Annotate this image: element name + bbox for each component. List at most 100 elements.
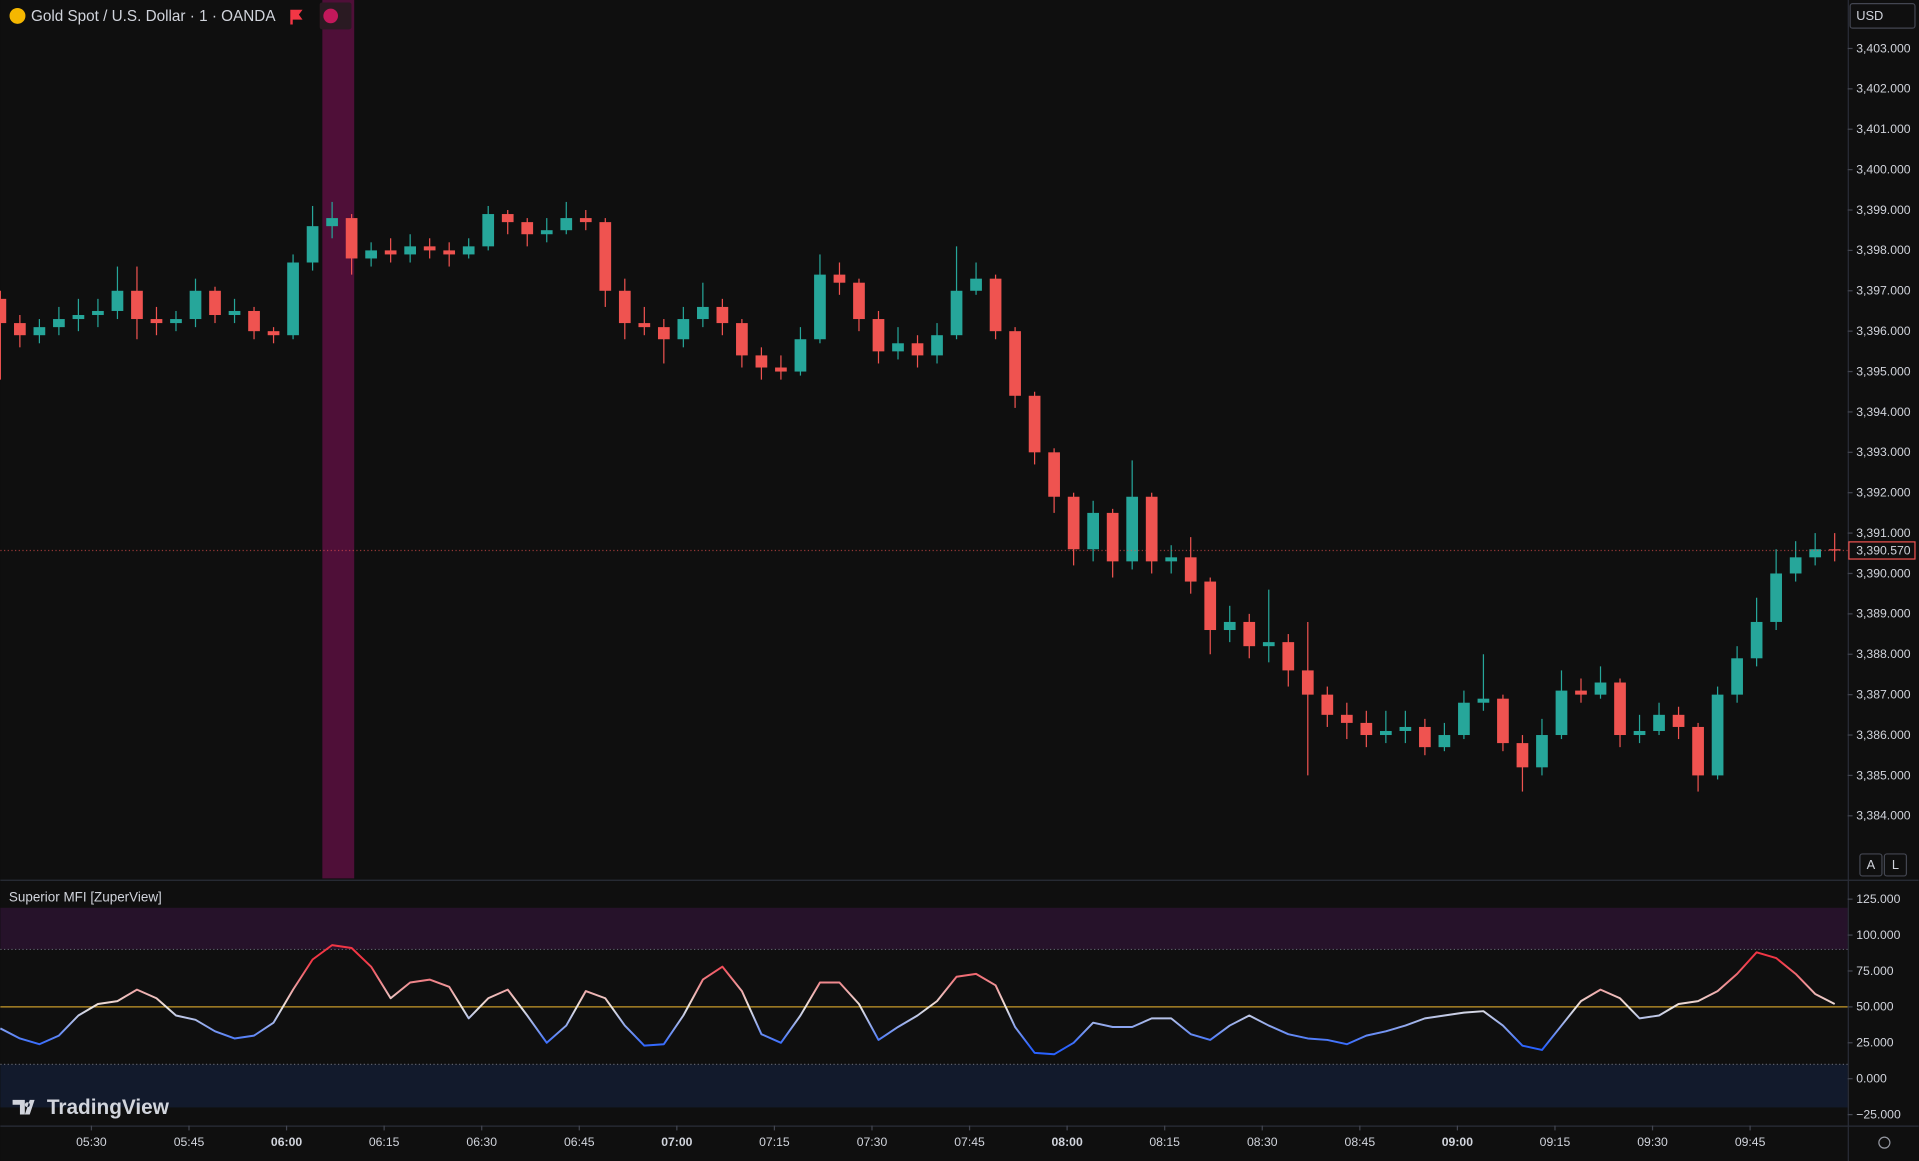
y-tick-label: 3,390.000 bbox=[1856, 566, 1911, 580]
candle-body bbox=[1301, 670, 1314, 695]
flag-icon[interactable] bbox=[290, 9, 303, 25]
candle-body bbox=[1438, 735, 1451, 748]
candle-body bbox=[1828, 549, 1841, 551]
y-tick-label: 3,387.000 bbox=[1856, 687, 1911, 701]
candle-body bbox=[1067, 496, 1080, 550]
candle-body bbox=[1009, 331, 1021, 396]
candle-body bbox=[1497, 698, 1509, 744]
y-tick-label: 3,398.000 bbox=[1856, 243, 1911, 257]
candle-body bbox=[1048, 452, 1060, 497]
log-button[interactable] bbox=[1883, 853, 1908, 877]
candle-body bbox=[657, 327, 670, 340]
candle-body bbox=[1575, 690, 1587, 695]
y-tick-label: 3,384.000 bbox=[1856, 809, 1911, 823]
y-tick-label: 25.000 bbox=[1856, 1036, 1894, 1050]
y-tick-label: 3,401.000 bbox=[1856, 122, 1911, 136]
candle-body bbox=[1106, 512, 1119, 562]
x-tick-label: 09:45 bbox=[1735, 1135, 1766, 1149]
candle-body bbox=[14, 323, 26, 336]
y-tick-label: 100.000 bbox=[1856, 928, 1900, 942]
candle-body bbox=[209, 290, 221, 316]
y-tick-label: 3,395.000 bbox=[1856, 364, 1911, 378]
x-tick-label: 09:15 bbox=[1540, 1135, 1571, 1149]
candle-body bbox=[521, 222, 534, 235]
candle-body bbox=[1243, 621, 1256, 647]
symbol-icon[interactable] bbox=[9, 7, 26, 24]
y-tick-label: 3,388.000 bbox=[1856, 647, 1911, 661]
candle-body bbox=[1087, 512, 1099, 550]
candle-body bbox=[775, 367, 787, 372]
candle-body bbox=[1750, 621, 1763, 659]
x-tick-label: 06:15 bbox=[369, 1135, 400, 1149]
indicator-title[interactable]: Superior MFI [ZuperView] bbox=[9, 890, 162, 905]
candle-body bbox=[1809, 549, 1822, 558]
candle-body bbox=[1477, 698, 1490, 703]
candle-body bbox=[579, 218, 592, 223]
brand-logo[interactable] bbox=[12, 1099, 35, 1115]
candle-body bbox=[1711, 694, 1724, 776]
y-tick-label: 75.000 bbox=[1856, 964, 1894, 978]
candle-body bbox=[618, 290, 631, 324]
currency[interactable]: USD bbox=[1856, 8, 1883, 23]
candle-body bbox=[1379, 730, 1392, 736]
candle-body bbox=[1262, 642, 1275, 647]
candle-body bbox=[950, 290, 963, 336]
candle-body bbox=[384, 250, 397, 255]
candle-body bbox=[1458, 702, 1470, 736]
currency-box[interactable] bbox=[1849, 3, 1916, 29]
candle-body bbox=[989, 278, 1002, 332]
brand-name[interactable]: TradingView bbox=[47, 1096, 170, 1119]
settings-icon[interactable] bbox=[1878, 1136, 1891, 1149]
candle-body bbox=[1672, 714, 1685, 727]
candle-body bbox=[833, 274, 846, 283]
candle-body bbox=[228, 310, 241, 316]
candle-body bbox=[677, 319, 690, 340]
log-label[interactable]: L bbox=[1892, 857, 1899, 872]
candle-body bbox=[170, 319, 182, 324]
candle-body bbox=[1516, 743, 1529, 768]
candle-body bbox=[872, 319, 885, 352]
x-tick-label: 08:00 bbox=[1051, 1135, 1082, 1149]
badge-icon[interactable] bbox=[323, 8, 339, 24]
candle-body bbox=[1165, 557, 1178, 562]
candle-body bbox=[306, 226, 319, 263]
candle-body bbox=[0, 298, 7, 324]
y-tick-label: 3,392.000 bbox=[1856, 486, 1911, 500]
candle-body bbox=[53, 319, 65, 328]
candle-body bbox=[72, 315, 85, 320]
candle-body bbox=[345, 218, 358, 259]
x-tick-label: 06:45 bbox=[564, 1135, 595, 1149]
x-tick-label: 07:30 bbox=[857, 1135, 888, 1149]
indicator-pane bbox=[0, 907, 1848, 1108]
candle-body bbox=[1282, 642, 1295, 671]
axes: 3,390.570 3,384.000 3,385.000 3,386.000 3,38… bbox=[76, 41, 1916, 1149]
auto-button[interactable] bbox=[1859, 853, 1883, 877]
candle-body bbox=[1789, 557, 1802, 574]
candle-body bbox=[287, 262, 299, 336]
y-tick-label: 3,394.000 bbox=[1856, 405, 1911, 419]
x-tick-label: 07:45 bbox=[954, 1135, 985, 1149]
candle-body bbox=[1223, 621, 1236, 631]
candle-body bbox=[1321, 694, 1334, 715]
auto-label[interactable]: A bbox=[1867, 857, 1876, 872]
x-tick-label: 08:45 bbox=[1345, 1135, 1376, 1149]
candle-body bbox=[1028, 395, 1041, 453]
candle-body bbox=[560, 218, 573, 231]
y-tick-label: 3,400.000 bbox=[1856, 162, 1911, 176]
candle-body bbox=[248, 310, 260, 332]
candle-body bbox=[1536, 735, 1548, 768]
y-tick-label: 3,397.000 bbox=[1856, 284, 1911, 298]
x-tick-label: 05:45 bbox=[174, 1135, 205, 1149]
candle-body bbox=[1653, 714, 1665, 731]
candle-body bbox=[111, 290, 124, 311]
candle-body bbox=[267, 331, 280, 336]
y-tick-label: 3,393.000 bbox=[1856, 445, 1911, 459]
symbol-title[interactable]: Gold Spot / U.S. Dollar · 1 · OANDA bbox=[31, 8, 276, 25]
session-highlight bbox=[322, 0, 355, 879]
candle-body bbox=[189, 290, 202, 320]
candle-body bbox=[462, 246, 475, 255]
candle-body bbox=[1419, 726, 1431, 748]
candle-body bbox=[1360, 722, 1373, 736]
